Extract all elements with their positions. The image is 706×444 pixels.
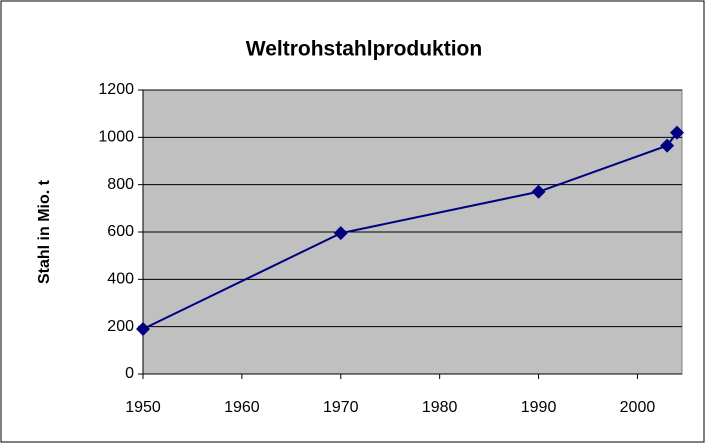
x-tick-label: 1990 [521,399,557,416]
data-point [333,226,348,241]
data-point [531,184,546,199]
x-tick-label: 1960 [224,399,260,416]
y-tick-label: 600 [107,223,134,240]
y-tick-label: 800 [107,176,134,193]
y-tick-label: 400 [107,271,134,288]
y-tick-label: 1200 [98,81,134,98]
data-point [670,125,684,140]
x-tick-label: 1980 [422,399,458,416]
data-point [136,322,150,337]
y-tick-label: 1000 [98,129,134,146]
x-tick-label: 1970 [323,399,359,416]
chart-title: Weltrohstahlproduktion [246,38,482,61]
data-point [660,138,675,153]
x-tick-label: 1950 [125,399,161,416]
y-axis-label: Stahl in Mio. t [36,179,53,284]
y-tick-label: 0 [125,365,134,382]
x-tick-label: 2000 [620,399,656,416]
y-tick-label: 200 [107,318,134,335]
